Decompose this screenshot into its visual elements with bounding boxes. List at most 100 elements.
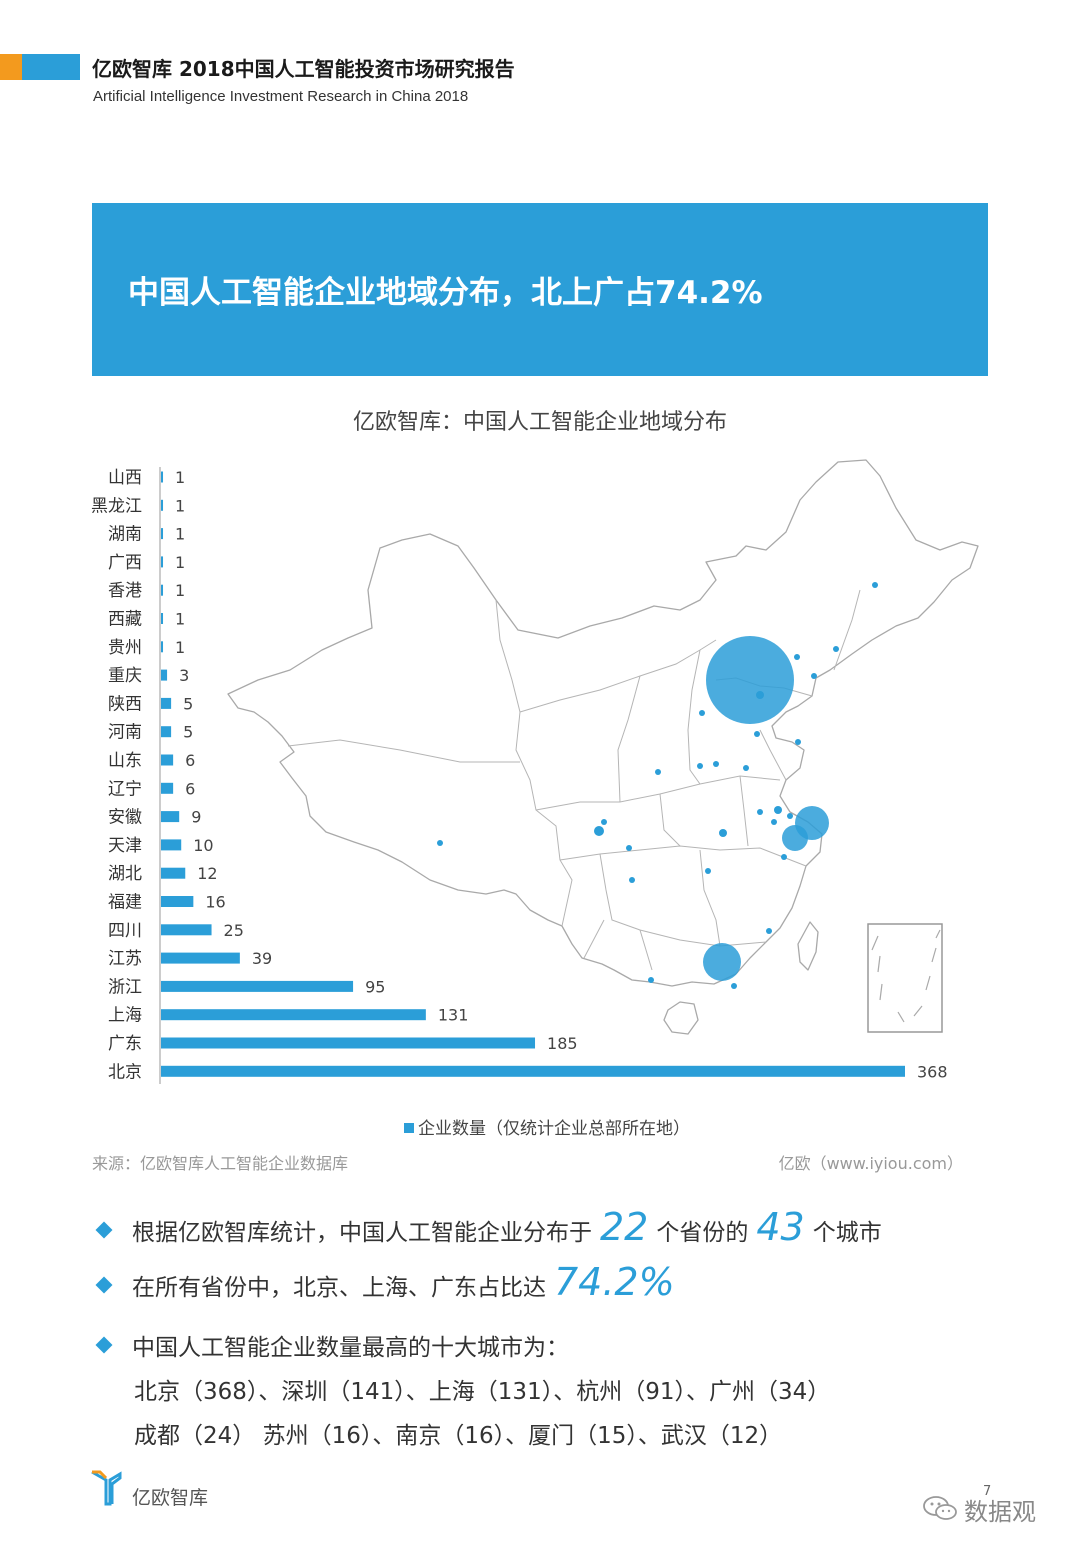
banner-title: 中国人工智能企业地域分布，北上广占74.2% xyxy=(128,275,763,311)
category-label: 西藏 xyxy=(108,610,142,630)
bullet-text: 在所有省份中，北京、上海、广东占比达 xyxy=(132,1275,546,1301)
diamond-bullet-icon xyxy=(95,1336,113,1354)
top-cities-line-2: 成都（24） 苏州（16）、南京（16）、厦门（15）、武汉（12） xyxy=(134,1423,783,1449)
category-label: 重庆 xyxy=(108,666,142,686)
value-label: 185 xyxy=(547,1034,578,1053)
value-label: 6 xyxy=(185,779,195,798)
bar xyxy=(161,528,164,540)
bullet-text: 个省份的 xyxy=(656,1220,749,1246)
category-label: 福建 xyxy=(108,893,142,913)
map-bubble xyxy=(655,769,661,775)
bar xyxy=(161,1065,905,1077)
map-bubble xyxy=(437,840,443,846)
header-accent-blue xyxy=(22,54,80,80)
map-bubble xyxy=(757,809,763,815)
value-label: 12 xyxy=(197,864,217,883)
yiou-logo-icon xyxy=(91,1470,122,1506)
chart-title: 亿欧智库：中国人工智能企业地域分布 xyxy=(352,410,727,435)
value-label: 5 xyxy=(183,694,193,713)
value-label: 1 xyxy=(175,468,185,487)
map-bubble xyxy=(626,845,632,851)
map-bubble xyxy=(601,819,607,825)
value-label: 1 xyxy=(175,638,185,657)
bar xyxy=(161,726,172,738)
value-label: 1 xyxy=(175,553,185,572)
chart-legend: 企业数量（仅统计企业总部所在地） xyxy=(404,1114,690,1139)
value-label: 39 xyxy=(252,949,272,968)
value-label: 3 xyxy=(179,666,189,685)
legend-label: 企业数量（仅统计企业总部所在地） xyxy=(418,1119,690,1139)
bar xyxy=(161,896,194,907)
map-bubble xyxy=(719,829,727,837)
map-bubble xyxy=(774,806,782,814)
map-bubble xyxy=(795,739,801,745)
bar xyxy=(161,471,164,483)
value-label: 25 xyxy=(224,921,244,940)
category-label: 上海 xyxy=(108,1006,142,1026)
map-bubble xyxy=(787,813,793,819)
category-label: 山东 xyxy=(108,751,142,771)
category-label: 广西 xyxy=(108,553,142,573)
report-title: 亿欧智库 2018中国人工智能投资市场研究报告 xyxy=(92,57,515,81)
value-label: 1 xyxy=(175,525,185,544)
header-accent-orange xyxy=(0,54,22,80)
bar xyxy=(161,811,180,823)
map-bubble xyxy=(756,691,764,699)
top-cities-line-1: 北京（368）、深圳（141）、上海（131）、杭州（91）、广州（34） xyxy=(134,1379,831,1405)
report-subtitle: Artificial Intelligence Investment Resea… xyxy=(93,88,469,105)
map-bubble xyxy=(629,877,635,883)
map-bubble xyxy=(833,646,839,652)
bar xyxy=(161,839,182,851)
bullet-text: 中国人工智能企业数量最高的十大城市为： xyxy=(132,1335,569,1361)
bar xyxy=(161,952,240,964)
map-bubble xyxy=(713,761,719,767)
bullet-text: 个城市 xyxy=(812,1220,882,1246)
bar xyxy=(161,697,172,709)
map-bubble xyxy=(794,654,800,660)
diamond-bullet-icon xyxy=(95,1221,113,1239)
value-label: 9 xyxy=(191,808,201,827)
map-bubbles xyxy=(437,582,878,989)
category-label: 山西 xyxy=(108,468,142,488)
category-label: 北京 xyxy=(108,1062,142,1082)
map-bubble xyxy=(771,819,777,825)
map-bubble xyxy=(781,854,787,860)
bar xyxy=(161,641,164,653)
map-bubble xyxy=(731,983,737,989)
bar xyxy=(161,867,186,879)
china-map-icon xyxy=(227,459,979,1035)
category-label: 浙江 xyxy=(108,977,142,997)
bullet-top-cities: 中国人工智能企业数量最高的十大城市为： xyxy=(92,1328,569,1362)
map-bubble xyxy=(699,710,705,716)
map-bubble xyxy=(705,868,711,874)
source-note: 来源：亿欧智库人工智能企业数据库 xyxy=(92,1154,349,1173)
bullet-provinces: 根据亿欧智库统计，中国人工智能企业分布于 22 个省份的 43 个城市 xyxy=(92,1205,882,1249)
value-label: 5 xyxy=(183,723,193,742)
page-number: 7 xyxy=(983,1484,992,1499)
bar xyxy=(161,980,354,992)
bar xyxy=(161,782,174,794)
category-label: 湖北 xyxy=(108,864,142,884)
map-bubble xyxy=(811,673,817,679)
wechat-icon xyxy=(923,1496,957,1520)
share-percent: 74.2% xyxy=(554,1260,675,1304)
value-label: 131 xyxy=(438,1006,469,1025)
bar xyxy=(161,924,212,936)
value-label: 10 xyxy=(193,836,213,855)
map-bubble xyxy=(743,765,749,771)
diamond-bullet-icon xyxy=(95,1276,113,1294)
bar xyxy=(161,584,164,596)
category-label: 贵州 xyxy=(108,638,142,658)
category-label: 辽宁 xyxy=(108,779,142,799)
category-label: 黑龙江 xyxy=(91,496,142,516)
south-sea-inset xyxy=(867,923,943,1033)
bar xyxy=(161,669,168,681)
map-bubble xyxy=(648,977,654,983)
legend-swatch xyxy=(404,1123,414,1133)
category-label: 湖南 xyxy=(108,525,142,545)
bar xyxy=(161,1009,426,1021)
city-count: 43 xyxy=(756,1205,805,1249)
map-bubble xyxy=(594,826,604,836)
value-label: 368 xyxy=(917,1062,948,1081)
map-bubble xyxy=(782,825,808,851)
